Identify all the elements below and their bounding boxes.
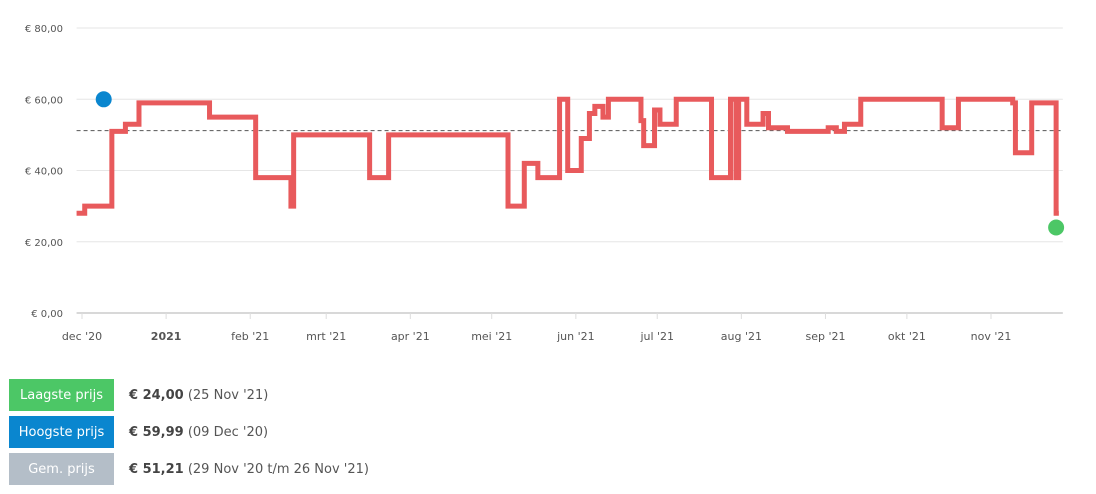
x-tick-label: aug '21 [721, 330, 762, 343]
highest-price-badge: Hoogste prijs [9, 416, 114, 448]
x-tick-label: feb '21 [231, 330, 269, 343]
highest-price-date: (09 Dec '20) [187, 424, 269, 440]
lowest-price-value: € 24,00 [129, 387, 184, 403]
x-tick-label: jun '21 [556, 330, 595, 343]
highest-price-marker [95, 91, 112, 108]
x-tick-label: mrt '21 [306, 330, 346, 343]
lowest-price-badge: Laagste prijs [9, 379, 114, 411]
price-history-chart: € 0,00 € 20,00 € 40,00 € 60,00 € 80,00 dec '2… [25, 24, 1065, 343]
x-tick-label: sep '21 [805, 330, 845, 343]
x-tick-label: okt '21 [888, 330, 926, 343]
x-tick-label: dec '20 [62, 330, 102, 343]
y-tick-label: € 60,00 [25, 95, 63, 106]
x-tick-label: apr '21 [391, 330, 430, 343]
legend-average: Gem. prijs € 51,21 (29 Nov '20 t/m 26 No… [9, 453, 369, 485]
x-tick-label: jul '21 [639, 330, 674, 343]
average-price-badge: Gem. prijs [9, 453, 114, 485]
x-tick-label: mei '21 [471, 330, 512, 343]
y-tick-label: € 20,00 [25, 238, 63, 249]
average-price-range: (29 Nov '20 t/m 26 Nov '21) [187, 461, 369, 477]
x-tick-label: nov '21 [971, 330, 1012, 343]
y-tick-label: € 80,00 [25, 24, 63, 35]
y-tick-label: € 40,00 [25, 167, 63, 178]
average-price-value: € 51,21 [129, 461, 184, 477]
price-line [76, 96, 1059, 216]
y-tick-label: € 0,00 [31, 309, 63, 320]
highest-price-value: € 59,99 [129, 424, 184, 440]
legend-highest: Hoogste prijs € 59,99 (09 Dec '20) [9, 416, 268, 448]
x-tick-label: 2021 [151, 330, 182, 343]
lowest-price-date: (25 Nov '21) [187, 387, 269, 403]
legend-lowest: Laagste prijs € 24,00 (25 Nov '21) [9, 379, 268, 411]
lowest-price-marker [1048, 219, 1065, 236]
